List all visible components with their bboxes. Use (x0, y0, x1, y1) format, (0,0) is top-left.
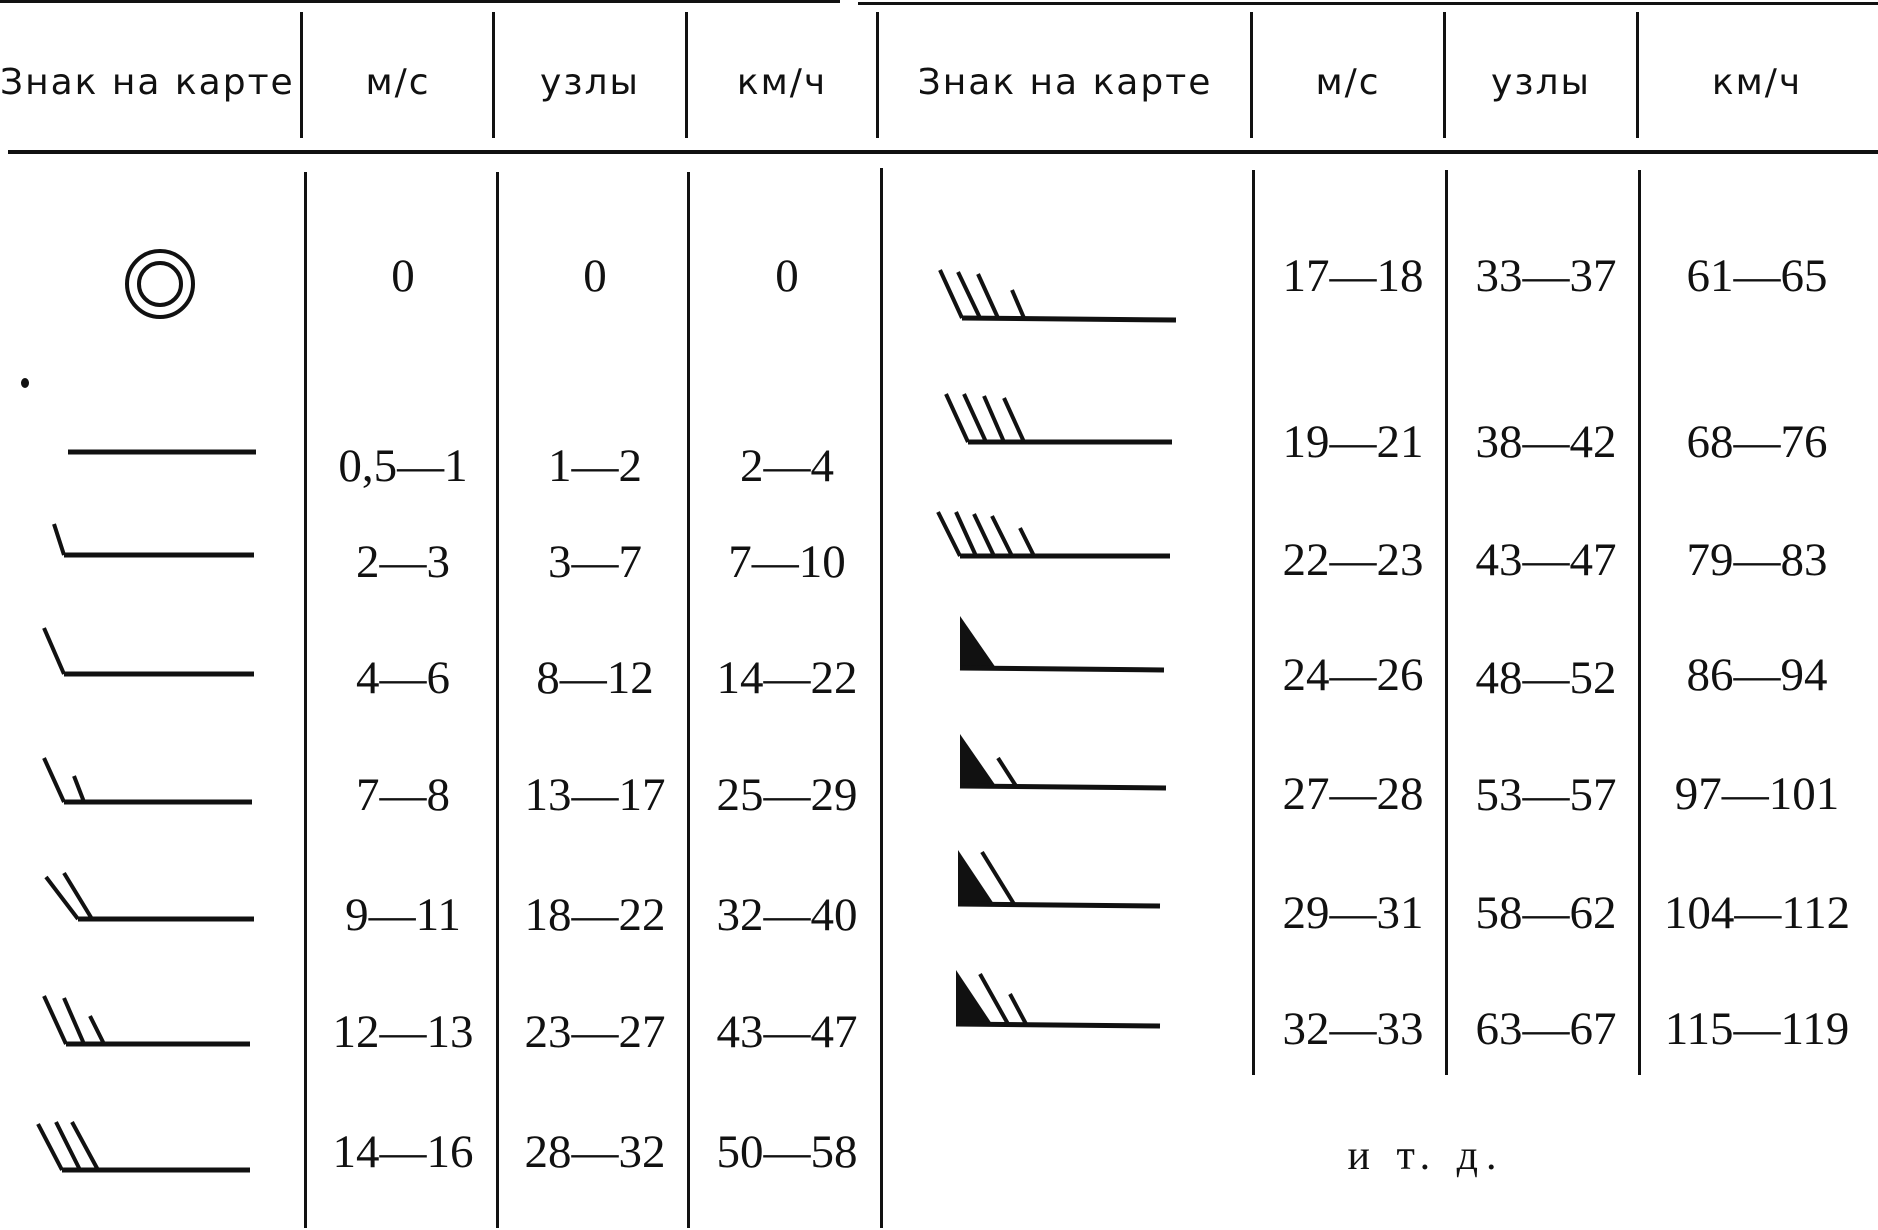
column-divider (880, 168, 883, 1228)
wind-four-and-half-barbs-icon (936, 511, 1170, 559)
column-divider (304, 172, 307, 1228)
header-divider (300, 12, 303, 138)
header-divider (492, 12, 495, 138)
wind-pennant-one-and-half-barb-icon (955, 970, 1161, 1029)
header-sign-right: Знак на карте (917, 62, 1213, 103)
ms-value: 12—13 (332, 1006, 474, 1058)
ms-value: 27—28 (1282, 768, 1424, 820)
wind-one-and-half-barb-icon (42, 757, 252, 805)
ms-value: 0,5—1 (338, 440, 468, 492)
kmh-value: 0 (775, 250, 799, 302)
ms-value: 7—8 (356, 769, 450, 821)
ms-value: 0 (391, 250, 415, 302)
column-divider (1638, 170, 1641, 1075)
ms-value: 29—31 (1282, 887, 1424, 939)
wind-pennant-one-barb-icon (957, 850, 1161, 909)
wind-two-and-half-barbs-icon (42, 995, 250, 1047)
header-ms-right: м/с (1315, 62, 1381, 103)
ms-value: 2—3 (356, 536, 450, 588)
wind-half-barb-icon (52, 523, 254, 558)
header-ms-left: м/с (365, 62, 431, 103)
header-rule (8, 150, 1878, 154)
knots-value: 8—12 (536, 652, 654, 704)
top-rule-left (0, 0, 840, 3)
knots-value: 18—22 (524, 889, 666, 941)
header-knots-left: узлы (540, 62, 640, 103)
column-divider (1445, 170, 1448, 1075)
kmh-value: 25—29 (716, 769, 858, 821)
ms-value: 19—21 (1282, 416, 1424, 468)
column-divider (1252, 170, 1255, 1075)
kmh-value: 97—101 (1674, 768, 1840, 820)
ms-value: 32—33 (1282, 1003, 1424, 1055)
ms-value: 24—26 (1282, 649, 1424, 701)
header-kmh-left: км/ч (736, 62, 828, 103)
kmh-value: 115—119 (1664, 1003, 1850, 1055)
header-divider (685, 12, 688, 138)
kmh-value: 32—40 (716, 889, 858, 941)
kmh-value: 79—83 (1686, 534, 1828, 586)
etc-note: и т. д. (1347, 1133, 1505, 1179)
kmh-value: 50—58 (716, 1126, 858, 1178)
calm-circle-icon (125, 249, 195, 319)
knots-value: 13—17 (524, 769, 666, 821)
knots-value: 3—7 (548, 536, 642, 588)
knots-value: 43—47 (1475, 534, 1617, 586)
header-divider (876, 12, 879, 138)
wind-three-and-half-barbs-icon (938, 269, 1177, 323)
knots-value: 28—32 (524, 1126, 666, 1178)
wind-three-barbs-icon (36, 1121, 250, 1173)
wind-pennant-icon (959, 616, 1165, 673)
header-divider (1443, 12, 1446, 138)
kmh-value: 14—22 (716, 652, 858, 704)
header-divider (1636, 12, 1639, 138)
ms-value: 17—18 (1282, 250, 1424, 302)
knots-value: 0 (583, 250, 607, 302)
knots-value: 48—52 (1475, 652, 1617, 704)
kmh-value: 104—112 (1663, 887, 1851, 939)
knots-value: 1—2 (548, 440, 642, 492)
header-kmh-right: км/ч (1711, 62, 1803, 103)
kmh-value: 86—94 (1686, 649, 1828, 701)
kmh-value: 68—76 (1686, 416, 1828, 468)
ms-value: 22—23 (1282, 534, 1424, 586)
header-sign-left: Знак на карте (0, 62, 295, 103)
knots-value: 63—67 (1475, 1003, 1617, 1055)
wind-pennant-half-barb-icon (959, 734, 1167, 791)
kmh-value: 43—47 (716, 1006, 858, 1058)
top-rule-right (858, 2, 1878, 5)
knots-value: 38—42 (1475, 416, 1617, 468)
knots-value: 23—27 (524, 1006, 666, 1058)
wind-two-barbs-icon (44, 871, 254, 922)
ms-value: 4—6 (356, 652, 450, 704)
kmh-value: 2—4 (740, 440, 834, 492)
knots-value: 33—37 (1475, 250, 1617, 302)
column-divider (687, 172, 690, 1228)
knots-value: 58—62 (1475, 887, 1617, 939)
ms-value: 14—16 (332, 1126, 474, 1178)
ms-value: 9—11 (345, 889, 461, 941)
header-divider (1250, 12, 1253, 138)
header-knots-right: узлы (1491, 62, 1591, 103)
kmh-value: 61—65 (1686, 250, 1828, 302)
wind-shaft-no-barb-icon (68, 449, 256, 455)
wind-one-barb-icon (42, 627, 254, 677)
knots-value: 53—57 (1475, 769, 1617, 821)
wind-four-barbs-icon (944, 393, 1172, 445)
column-divider (496, 172, 499, 1228)
kmh-value: 7—10 (728, 536, 846, 588)
speck-mark-icon (21, 378, 29, 388)
